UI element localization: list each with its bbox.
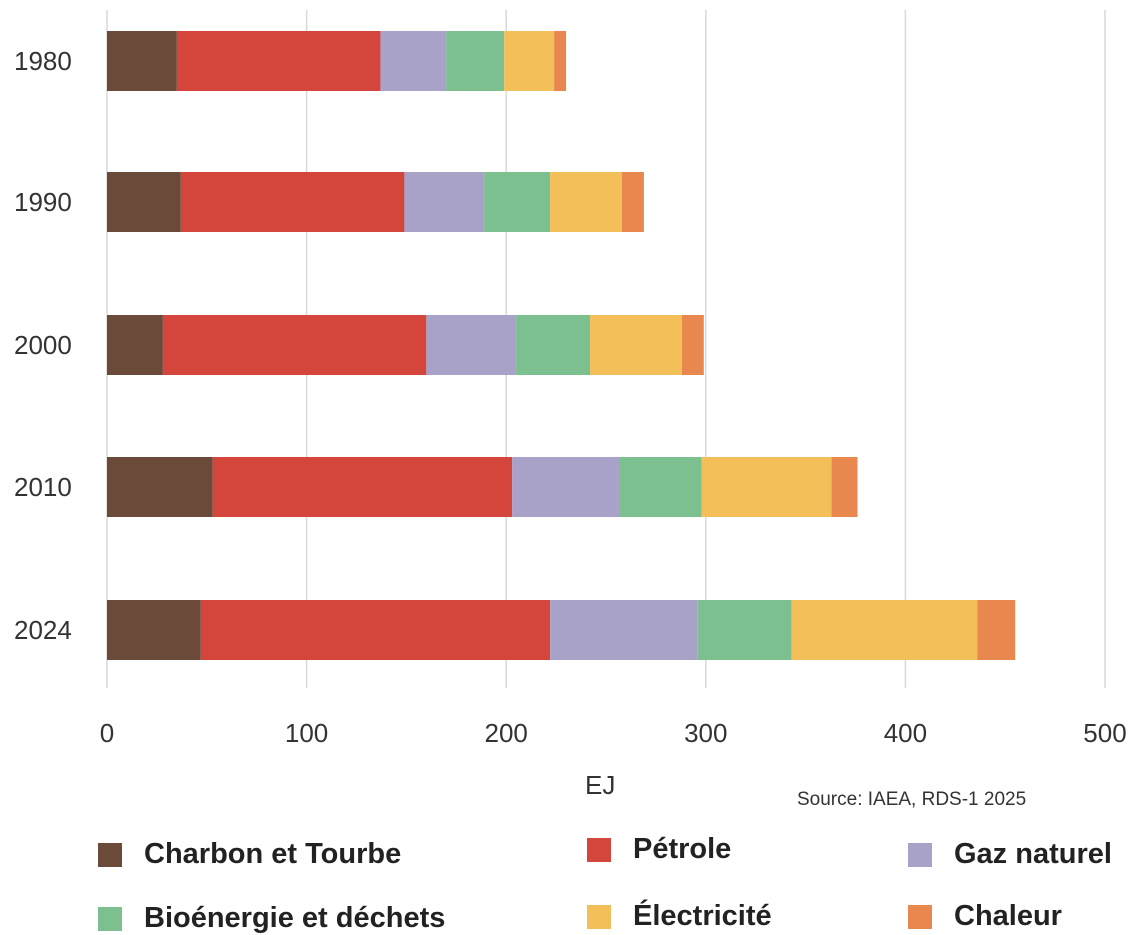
y-tick-label: 2024 xyxy=(14,615,72,645)
legend-item-bioenergie: Bioénergie et déchets xyxy=(98,902,445,935)
bar-segment xyxy=(212,457,513,517)
bar-segment xyxy=(512,457,620,517)
legend-item-chaleur: Chaleur xyxy=(908,900,1062,933)
y-axis-labels: 1980 1990 2000 2010 2024 xyxy=(14,46,72,645)
x-axis-label: EJ xyxy=(585,770,616,800)
bar-segment xyxy=(791,600,978,660)
legend-swatch-charbon xyxy=(98,842,122,867)
bar-segment xyxy=(554,31,567,91)
bar-segment xyxy=(107,31,177,91)
legend-swatch-electricite xyxy=(587,904,611,929)
legend-item-charbon: Charbon et Tourbe xyxy=(98,838,401,871)
bar-segment xyxy=(484,172,551,232)
bar-segment xyxy=(516,315,591,375)
x-tick-label: 100 xyxy=(285,718,328,748)
x-tick-label: 400 xyxy=(884,718,927,748)
bar-segment xyxy=(180,172,405,232)
legend-label-chaleur: Chaleur xyxy=(954,900,1062,932)
legend-label-bioenergie: Bioénergie et déchets xyxy=(144,902,446,934)
x-axis-ticks: 0 100 200 300 400 500 xyxy=(100,718,1127,748)
legend-swatch-petrole xyxy=(587,837,611,862)
bar-segment xyxy=(107,457,213,517)
bar-segment xyxy=(380,31,447,91)
bar-segment xyxy=(619,457,702,517)
bar-segment xyxy=(446,31,505,91)
bar-segment xyxy=(107,600,201,660)
source-note: Source: IAEA, RDS-1 2025 xyxy=(797,789,1027,810)
x-tick-label: 200 xyxy=(485,718,528,748)
legend-label-charbon: Charbon et Tourbe xyxy=(144,838,402,870)
bar-segment xyxy=(697,600,792,660)
bar-segment xyxy=(162,315,427,375)
legend-item-gaz: Gaz naturel xyxy=(908,838,1112,871)
bar-segment xyxy=(176,31,381,91)
bar-segment xyxy=(107,315,163,375)
x-tick-label: 500 xyxy=(1083,718,1126,748)
bar-segment xyxy=(404,172,485,232)
chart-area: 1980 1990 2000 2010 2024 0 100 200 300 400 500 xyxy=(14,10,1127,748)
bar-segment xyxy=(831,457,858,517)
bar-segment xyxy=(200,600,551,660)
bar-segment xyxy=(977,600,1016,660)
legend-item-electricite: Électricité xyxy=(587,900,772,933)
bar-segment xyxy=(107,172,181,232)
bar-stacks xyxy=(107,31,1016,660)
y-tick-label: 1990 xyxy=(14,187,72,217)
bar-segment xyxy=(681,315,704,375)
legend-item-petrole: Pétrole xyxy=(587,833,731,866)
legend-label-gaz: Gaz naturel xyxy=(954,838,1112,870)
x-tick-label: 300 xyxy=(684,718,727,748)
legend-swatch-chaleur xyxy=(908,904,932,929)
legend-swatch-gaz xyxy=(908,842,932,867)
bar-segment xyxy=(621,172,644,232)
x-tick-label: 0 xyxy=(100,718,114,748)
legend-swatch-bioenergie xyxy=(98,906,122,931)
legend-label-electricite: Électricité xyxy=(633,900,772,932)
y-tick-label: 2000 xyxy=(14,330,72,360)
bar-segment xyxy=(550,172,622,232)
y-tick-label: 2010 xyxy=(14,472,72,502)
legend-label-petrole: Pétrole xyxy=(633,833,732,865)
bar-segment xyxy=(550,600,698,660)
bar-segment xyxy=(701,457,832,517)
bar-segment xyxy=(426,315,517,375)
bar-segment xyxy=(590,315,682,375)
bar-segment xyxy=(504,31,555,91)
y-tick-label: 1980 xyxy=(14,46,72,76)
